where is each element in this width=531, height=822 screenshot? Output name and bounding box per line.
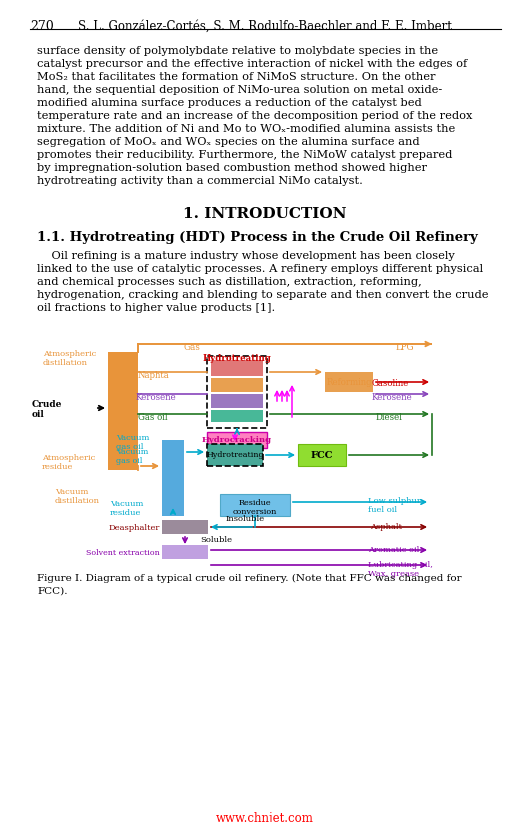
Text: Gas oil: Gas oil: [138, 413, 168, 422]
Text: Naphta: Naphta: [138, 371, 170, 380]
Bar: [108, 352, 138, 470]
Text: Aromatic oil: Aromatic oil: [368, 546, 419, 554]
Text: Lubricating oil,
Wax, grease: Lubricating oil, Wax, grease: [368, 561, 433, 578]
Text: Hydrotreating: Hydrotreating: [202, 354, 271, 363]
Text: FCC).: FCC).: [37, 587, 67, 596]
Text: Deasphalter: Deasphalter: [109, 524, 160, 532]
Bar: [220, 494, 290, 516]
Text: Kerosene: Kerosene: [136, 393, 177, 402]
Text: Low sulphur
fuel oil: Low sulphur fuel oil: [368, 497, 421, 515]
Text: Reforming: Reforming: [326, 378, 372, 387]
Text: mixture. The addition of Ni and Mo to WOₓ-modified alumina assists the: mixture. The addition of Ni and Mo to WO…: [37, 124, 455, 134]
Text: Vacuum
gas oil: Vacuum gas oil: [116, 448, 148, 465]
Text: 1. INTRODUCTION: 1. INTRODUCTION: [183, 207, 347, 221]
Text: Hydrotreating: Hydrotreating: [206, 451, 264, 459]
Bar: [211, 360, 263, 376]
Text: 270: 270: [30, 20, 54, 33]
Text: Vacuum
gas oil: Vacuum gas oil: [116, 434, 149, 451]
Bar: [211, 378, 263, 392]
Text: MoS₂ that facilitates the formation of NiMoS structure. On the other: MoS₂ that facilitates the formation of N…: [37, 72, 435, 82]
Bar: [162, 545, 208, 559]
Text: temperature rate and an increase of the decomposition period of the redox: temperature rate and an increase of the …: [37, 111, 473, 121]
Text: hand, the sequential deposition of NiMo-urea solution on metal oxide-: hand, the sequential deposition of NiMo-…: [37, 85, 442, 95]
Text: Gas: Gas: [183, 343, 200, 352]
Text: Figure I. Diagram of a typical crude oil refinery. (Note that FFC was changed fo: Figure I. Diagram of a typical crude oil…: [37, 574, 461, 583]
Text: oil fractions to higher value products [1].: oil fractions to higher value products […: [37, 303, 275, 313]
Text: www.chnjet.com: www.chnjet.com: [216, 812, 314, 822]
Text: Residue
conversion: Residue conversion: [233, 499, 277, 516]
Text: and chemical processes such as distillation, extraction, reforming,: and chemical processes such as distillat…: [37, 277, 422, 287]
Text: Kerosene: Kerosene: [372, 393, 413, 402]
Text: segregation of MoOₓ and WOₓ species on the alumina surface and: segregation of MoOₓ and WOₓ species on t…: [37, 137, 419, 147]
Bar: [207, 444, 263, 466]
Bar: [162, 520, 208, 534]
Bar: [211, 410, 263, 422]
Text: 1.1. Hydrotreating (HDT) Process in the Crude Oil Refinery: 1.1. Hydrotreating (HDT) Process in the …: [37, 231, 478, 244]
Text: promotes their reducibility. Furthermore, the NiMoW catalyst prepared: promotes their reducibility. Furthermore…: [37, 150, 452, 160]
Text: Vacuum
residue: Vacuum residue: [110, 500, 143, 517]
Text: Solvent extraction: Solvent extraction: [86, 549, 160, 557]
Text: Crude
oil: Crude oil: [32, 400, 62, 419]
Text: Asphalt: Asphalt: [370, 523, 402, 531]
Bar: [211, 394, 263, 408]
Text: modified alumina surface produces a reduction of the catalyst bed: modified alumina surface produces a redu…: [37, 98, 422, 108]
Text: Soluble: Soluble: [200, 536, 232, 544]
Text: S. L. González-Cortés, S. M. Rodulfo-Baechler and F. E. Imbert: S. L. González-Cortés, S. M. Rodulfo-Bae…: [78, 20, 452, 33]
Bar: [207, 356, 267, 428]
Text: Diesel: Diesel: [376, 413, 403, 422]
Text: Atmospheric
distillation: Atmospheric distillation: [43, 350, 96, 367]
Text: Vacuum
distillation: Vacuum distillation: [55, 488, 100, 506]
Text: FCC: FCC: [311, 451, 333, 460]
Text: Insoluble: Insoluble: [226, 515, 265, 523]
Text: Hydrocracking: Hydrocracking: [202, 436, 272, 444]
Bar: [325, 372, 373, 392]
Text: catalyst precursor and the effective interaction of nickel with the edges of: catalyst precursor and the effective int…: [37, 59, 467, 69]
Text: hydrogenation, cracking and blending to separate and then convert the crude: hydrogenation, cracking and blending to …: [37, 290, 489, 300]
Text: by impregnation-solution based combustion method showed higher: by impregnation-solution based combustio…: [37, 163, 427, 173]
Bar: [207, 432, 267, 448]
Text: Oil refining is a mature industry whose development has been closely: Oil refining is a mature industry whose …: [37, 251, 455, 261]
Text: Gasoline: Gasoline: [372, 379, 409, 388]
Bar: [298, 444, 346, 466]
Text: linked to the use of catalytic processes. A refinery employs different physical: linked to the use of catalytic processes…: [37, 264, 483, 274]
Bar: [162, 440, 184, 516]
Text: hydrotreating activity than a commercial NiMo catalyst.: hydrotreating activity than a commercial…: [37, 176, 363, 186]
Text: surface density of polymolybdate relative to molybdate species in the: surface density of polymolybdate relativ…: [37, 46, 438, 56]
Text: LPG: LPG: [396, 343, 415, 352]
Text: Atmospheric
residue: Atmospheric residue: [42, 454, 95, 471]
